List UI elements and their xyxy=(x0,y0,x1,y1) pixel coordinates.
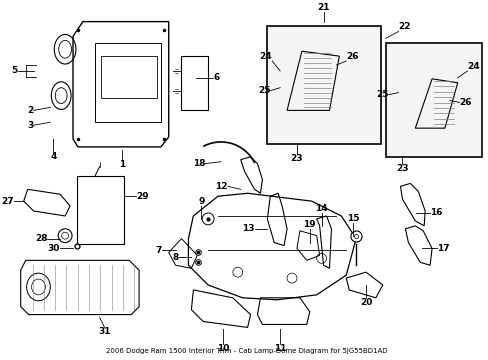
Text: 31: 31 xyxy=(98,327,111,336)
Text: 28: 28 xyxy=(35,234,47,243)
Text: 24: 24 xyxy=(467,62,479,71)
Text: 26: 26 xyxy=(459,98,471,107)
Text: 5: 5 xyxy=(12,67,18,76)
Text: 9: 9 xyxy=(198,197,204,206)
Text: 14: 14 xyxy=(315,204,327,213)
Text: 11: 11 xyxy=(273,344,286,353)
Text: 27: 27 xyxy=(1,197,14,206)
Bar xyxy=(385,43,481,157)
Text: 7: 7 xyxy=(155,246,162,255)
Bar xyxy=(180,56,208,111)
Text: 3: 3 xyxy=(27,121,34,130)
Text: 12: 12 xyxy=(215,182,227,191)
Text: 4: 4 xyxy=(50,152,56,161)
Text: 2006 Dodge Ram 1500 Interior Trim - Cab Lamp-Dome Diagram for 5JG55BD1AD: 2006 Dodge Ram 1500 Interior Trim - Cab … xyxy=(106,348,386,354)
Text: 29: 29 xyxy=(136,192,148,201)
Text: 17: 17 xyxy=(436,244,449,253)
Text: 18: 18 xyxy=(192,159,205,168)
Text: 10: 10 xyxy=(216,344,229,353)
Text: 30: 30 xyxy=(48,244,60,253)
Text: 22: 22 xyxy=(398,22,410,31)
Text: 23: 23 xyxy=(395,164,408,173)
Bar xyxy=(267,26,380,144)
Text: 20: 20 xyxy=(359,298,371,307)
Text: 15: 15 xyxy=(346,214,359,223)
Text: 23: 23 xyxy=(290,154,303,163)
Text: 2: 2 xyxy=(27,106,34,115)
Text: 6: 6 xyxy=(213,73,219,82)
Text: 21: 21 xyxy=(317,3,329,12)
Text: 25: 25 xyxy=(375,90,388,99)
Text: 8: 8 xyxy=(172,253,178,262)
Text: 25: 25 xyxy=(257,86,270,95)
Text: 1: 1 xyxy=(119,160,125,169)
Bar xyxy=(77,176,124,244)
Text: 19: 19 xyxy=(303,220,315,229)
Text: 24: 24 xyxy=(259,52,272,61)
Text: 13: 13 xyxy=(242,224,254,233)
Text: 26: 26 xyxy=(346,52,358,61)
Text: 16: 16 xyxy=(429,208,442,217)
